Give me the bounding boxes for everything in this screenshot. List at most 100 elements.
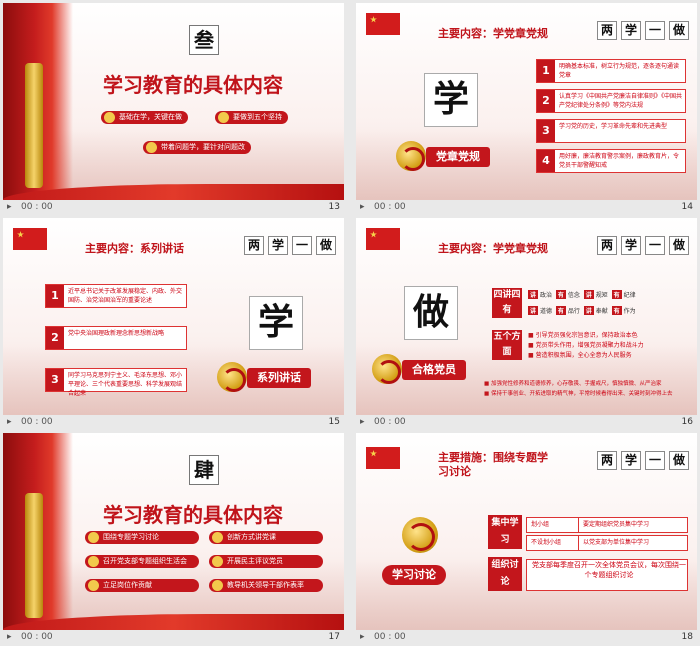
content-pill: 教导机关领导干部作表率 <box>209 579 323 592</box>
tag-group: 两 学 一 做 <box>597 21 689 40</box>
section-number-box: 叁 <box>189 25 219 55</box>
play-icon[interactable]: ▸ <box>7 632 12 642</box>
pillar-decoration <box>25 63 43 188</box>
play-icon[interactable]: ▸ <box>360 632 365 642</box>
aspect-line: 营造积极氛围，全心全意为人民服务 <box>528 352 632 360</box>
party-emblem-icon <box>400 517 440 557</box>
thumb-meta: ▸ 00 : 00 18 <box>356 632 697 644</box>
big-char-box: 学 <box>424 73 478 127</box>
play-icon[interactable]: ▸ <box>360 417 365 427</box>
emblem-icon <box>104 112 115 123</box>
emblem-icon <box>212 556 223 567</box>
main-title: 主要措施：围绕专题学习讨论 <box>438 451 548 478</box>
list-item: 1 明确基本标准，树立行为规范，逐条逐句通读党章 <box>536 59 686 83</box>
content-pill: 要做到五个坚持 <box>215 111 288 124</box>
tag-char: 学 <box>621 236 641 255</box>
section-title: 学习教育的具体内容 <box>103 503 283 527</box>
discussion-box: 组织讨论 <box>488 557 522 591</box>
slide-thumb-14[interactable]: 主要内容：学党章党规 两 学 一 做 学 党章党规 1 明确基本标准，树立行为规范… <box>356 3 697 214</box>
pair-row: 讲道德 有品行 讲奉献 有作为 <box>528 306 636 315</box>
tag-char: 一 <box>645 451 665 470</box>
pair-row: 讲政治 有信念 讲规矩 有纪律 <box>528 290 636 299</box>
tag-char: 一 <box>292 236 312 255</box>
tag-group: 两 学 一 做 <box>597 236 689 255</box>
flag-icon <box>366 447 400 469</box>
flag-icon <box>366 228 400 250</box>
duration: 00 : 00 <box>374 632 406 642</box>
pillar-decoration <box>25 493 43 618</box>
slide-number: 18 <box>681 632 693 642</box>
content-pill: 开展民主评议党员 <box>209 555 323 568</box>
content-pill: 基础在学，关键在做 <box>101 111 188 124</box>
tag-char: 一 <box>645 21 665 40</box>
tag-char: 做 <box>669 236 689 255</box>
duration: 00 : 00 <box>21 632 53 642</box>
red-wave-decoration <box>3 184 344 200</box>
slide-thumb-15[interactable]: 主要内容：系列讲话 两 学 一 做 1 近平总书记关于改革发展稳定、内政、外交国防… <box>3 218 344 429</box>
play-icon[interactable]: ▸ <box>360 202 365 212</box>
flag-icon <box>13 228 47 250</box>
rule-cell: 要定期组织党员集中学习 <box>578 517 688 533</box>
big-char-box: 学 <box>249 296 303 350</box>
tag-char: 一 <box>645 236 665 255</box>
slide-canvas: 主要内容：系列讲话 两 学 一 做 1 近平总书记关于改革发展稳定、内政、外交国防… <box>3 218 344 415</box>
thumb-meta: ▸ 00 : 00 14 <box>356 202 697 214</box>
content-pill: 带着问题学，要针对问题改 <box>143 141 251 154</box>
tag-group: 两 学 一 做 <box>244 236 336 255</box>
play-icon[interactable]: ▸ <box>7 202 12 212</box>
play-icon[interactable]: ▸ <box>7 417 12 427</box>
slide-thumb-13[interactable]: 叁 学习教育的具体内容 基础在学，关键在做 要做到五个坚持 带着问题学，要针对问… <box>3 3 344 214</box>
slide-number: 15 <box>328 417 340 427</box>
slide-thumb-18[interactable]: 主要措施：围绕专题学习讨论 两 学 一 做 学习讨论 集中学习 划小组 要定期组… <box>356 433 697 644</box>
emblem-icon <box>146 142 157 153</box>
rule-cell: 不设划小组 <box>526 535 580 551</box>
tag-char: 做 <box>316 236 336 255</box>
five-aspects-box: 五个方面 <box>492 330 522 360</box>
tag-char: 做 <box>669 21 689 40</box>
duration: 00 : 00 <box>21 202 53 212</box>
thumb-meta: ▸ 00 : 00 15 <box>3 417 344 429</box>
focus-study-box: 集中学习 <box>488 515 522 549</box>
tag-char: 学 <box>621 451 641 470</box>
slide-thumb-17[interactable]: 肆 学习教育的具体内容 围绕专题学习讨论 创新方式讲党课 召开党支部专题组织生活… <box>3 433 344 644</box>
emblem-icon <box>88 580 99 591</box>
tag-char: 两 <box>597 236 617 255</box>
section-title: 学习教育的具体内容 <box>103 73 283 97</box>
ribbon-label: 系列讲话 <box>247 368 311 388</box>
tag-char: 学 <box>621 21 641 40</box>
content-pill: 围绕专题学习讨论 <box>85 531 199 544</box>
list-item: 3 学习党的历史，学习革命先辈和先进典型 <box>536 119 686 143</box>
duration: 00 : 00 <box>374 417 406 427</box>
section-number-box: 肆 <box>189 455 219 485</box>
big-char-box: 做 <box>404 286 458 340</box>
list-item: 4 用好廉，廉洁教育警示案例，廉政教育片，令党员干部警醒知戒 <box>536 149 686 173</box>
slide-number: 14 <box>681 202 693 212</box>
emblem-icon <box>218 112 229 123</box>
tag-group: 两 学 一 做 <box>597 451 689 470</box>
aspect-line: 引导党员强化宗旨意识，保持政治本色 <box>528 332 638 340</box>
party-emblem-icon <box>215 362 249 392</box>
list-item: 3 同学习马克思列宁主义、毛泽东思想、邓小平理论、三个代表重要思想、科学发展观结合… <box>45 368 187 397</box>
thumb-meta: ▸ 00 : 00 13 <box>3 202 344 214</box>
duration: 00 : 00 <box>374 202 406 212</box>
four-speak-box: 四讲四有 <box>492 288 522 318</box>
list-item: 2 认真学习《中国共产党廉洁自律准则》《中国共产党纪律处分条例》等党内法规 <box>536 89 686 113</box>
tag-char: 两 <box>597 451 617 470</box>
main-title: 主要内容：学党章党规 <box>438 27 548 40</box>
list-item: 2 党中央治国理政新理念新思想新战略 <box>45 326 187 350</box>
main-title: 主要内容：系列讲话 <box>85 242 184 255</box>
slide-canvas: 叁 学习教育的具体内容 基础在学，关键在做 要做到五个坚持 带着问题学，要针对问… <box>3 3 344 200</box>
tag-char: 两 <box>244 236 264 255</box>
content-pill: 创新方式讲党课 <box>209 531 323 544</box>
slide-canvas: 主要内容：学党章党规 两 学 一 做 学 党章党规 1 明确基本标准，树立行为规范… <box>356 3 697 200</box>
rule-cell: 以党支部为单位集中学习 <box>578 535 688 551</box>
slide-thumb-16[interactable]: 主要内容：学党章党规 两 学 一 做 做 合格党员 四讲四有 讲政治 有信念 讲… <box>356 218 697 429</box>
emblem-icon <box>88 556 99 567</box>
slide-canvas: 肆 学习教育的具体内容 围绕专题学习讨论 创新方式讲党课 召开党支部专题组织生活… <box>3 433 344 630</box>
slide-number: 17 <box>328 632 340 642</box>
ribbon-label: 合格党员 <box>402 360 466 380</box>
duration: 00 : 00 <box>21 417 53 427</box>
tag-char: 两 <box>597 21 617 40</box>
list-item: 1 近平总书记关于改革发展稳定、内政、外交国防、治党治国治军的重要论述 <box>45 284 187 308</box>
emblem-icon <box>88 532 99 543</box>
